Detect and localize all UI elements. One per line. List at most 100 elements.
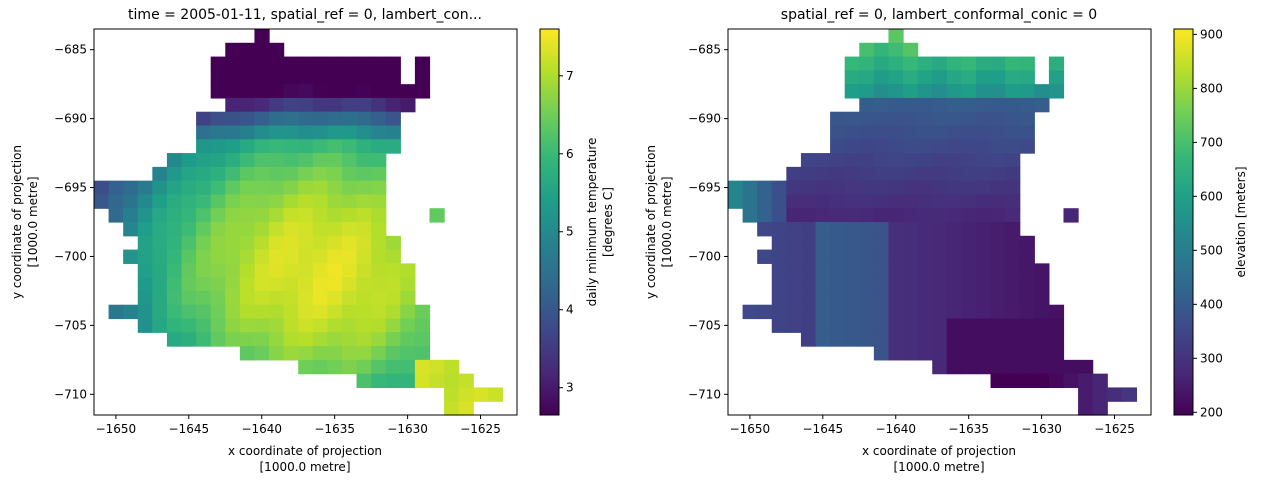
heatmap-cell [903, 139, 919, 154]
heatmap-cell [298, 125, 314, 140]
heatmap-cell [254, 125, 270, 140]
heatmap-cell [341, 208, 358, 223]
x-tick-label: −1645 [169, 422, 210, 436]
heatmap-cell [873, 222, 890, 237]
heatmap-cell [254, 277, 270, 292]
heatmap-cell [254, 194, 270, 209]
heatmap-cell [830, 166, 846, 182]
heatmap-cell [152, 290, 168, 306]
heatmap-cell [225, 42, 241, 58]
heatmap-cell [166, 249, 183, 264]
heatmap-cell [903, 194, 919, 209]
heatmap-cell [327, 318, 343, 333]
heatmap-cell [356, 304, 372, 320]
heatmap-cell [341, 97, 358, 113]
y-tick-label: −690 [688, 112, 721, 126]
heatmap-cell [312, 70, 328, 85]
heatmap-cell [137, 290, 153, 306]
heatmap-cell [1005, 346, 1021, 361]
heatmap-cell [152, 180, 168, 196]
heatmap-cell [196, 290, 212, 306]
heatmap-cell [873, 249, 890, 264]
heatmap-cell [239, 208, 256, 223]
heatmap-cell [888, 249, 904, 264]
heatmap-cell [975, 277, 992, 292]
heatmap-cell [225, 277, 241, 292]
heatmap-cell [1019, 235, 1035, 251]
colorbar-tick-label: 600 [1200, 189, 1223, 203]
heatmap-cell [269, 304, 285, 320]
heatmap-cell [210, 304, 226, 320]
heatmap-cell [1005, 249, 1021, 264]
heatmap-cell [859, 318, 875, 333]
heatmap-cell [932, 70, 948, 85]
heatmap-cell [844, 70, 860, 85]
heatmap-cell [873, 304, 890, 320]
heatmap-cell [1107, 387, 1123, 402]
heatmap-cell [225, 235, 241, 251]
heatmap-cell [1005, 277, 1021, 292]
heatmap-cell [181, 180, 197, 196]
heatmap-cell [728, 194, 744, 209]
heatmap-cell [210, 318, 226, 333]
heatmap-cell [1078, 387, 1094, 402]
heatmap-cell [888, 290, 904, 306]
heatmap-cell [1005, 97, 1021, 113]
heatmap-cell [385, 346, 401, 361]
heatmap-cell [385, 111, 401, 127]
heatmap-cell [356, 70, 372, 85]
heatmap-cell [873, 111, 890, 127]
heatmap-cell [239, 346, 256, 361]
heatmap-cell [1034, 346, 1050, 361]
heatmap-cell [1063, 373, 1079, 389]
heatmap-cell [210, 332, 226, 347]
heatmap-cell [800, 290, 817, 306]
heatmap-cell [903, 70, 919, 85]
heatmap-cell [444, 373, 460, 389]
heatmap-cell [946, 180, 962, 196]
heatmap-cell [327, 332, 343, 347]
heatmap-cell [859, 125, 875, 140]
heatmap-cell [196, 125, 212, 140]
heatmap-cell [990, 318, 1006, 333]
heatmap-cell [932, 84, 948, 99]
heatmap-cell [254, 235, 270, 251]
heatmap-cell [123, 208, 139, 223]
heatmap-cell [859, 208, 875, 223]
heatmap-cell [137, 208, 153, 223]
heatmap-cell [757, 208, 773, 223]
colorbar-tick-label: 5 [566, 225, 574, 239]
heatmap-cell [932, 290, 948, 306]
heatmap-cell [254, 153, 270, 168]
heatmap-cell [327, 222, 343, 237]
heatmap-cell [1005, 180, 1021, 196]
heatmap-cell [844, 235, 860, 251]
heatmap-cell [932, 332, 948, 347]
heatmap-cell [1005, 139, 1021, 154]
heatmap-cell [210, 84, 226, 99]
heatmap-cell [371, 153, 387, 168]
heatmap-cell [254, 222, 270, 237]
heatmap-cell [269, 125, 285, 140]
heatmap-cell [458, 373, 474, 389]
heatmap-cell [888, 180, 904, 196]
heatmap-cell [269, 235, 285, 251]
heatmap-cell [859, 42, 875, 58]
heatmap-cell [254, 180, 270, 196]
heatmap-cell [254, 29, 270, 44]
heatmap-cell [254, 263, 270, 278]
heatmap-cell [961, 304, 977, 320]
heatmap-cell [975, 318, 992, 333]
heatmap-cell [327, 277, 343, 292]
heatmap-cell [371, 97, 387, 113]
heatmap-cell [903, 42, 919, 58]
heatmap-cell [786, 235, 802, 251]
heatmap-cell [917, 125, 933, 140]
heatmap-cell [1019, 97, 1035, 113]
heatmap-cell [371, 111, 387, 127]
heatmap-cell [254, 166, 270, 182]
heatmap-cell [181, 208, 197, 223]
heatmap-cell [830, 249, 846, 264]
heatmap-cell [815, 263, 831, 278]
heatmap-cell [844, 290, 860, 306]
